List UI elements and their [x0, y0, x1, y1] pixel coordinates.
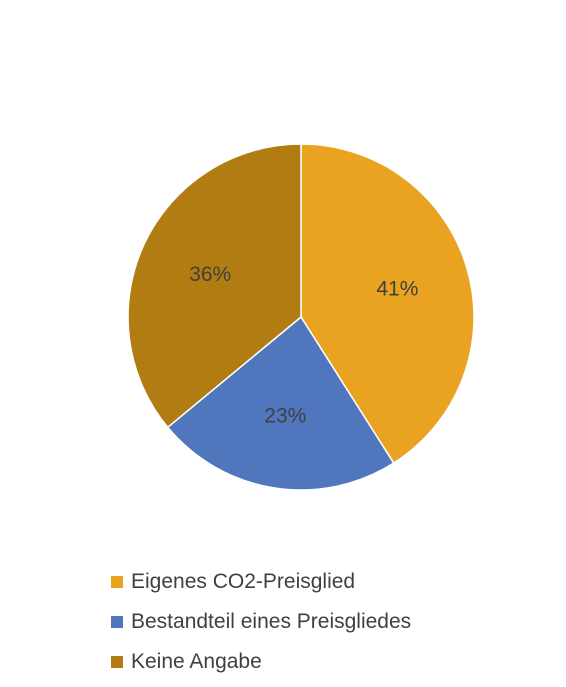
- legend-swatch: [111, 656, 123, 668]
- chart-legend: Eigenes CO2-Preisglied Bestandteil eines …: [111, 562, 411, 682]
- legend-item-keine-angabe: Keine Angabe: [111, 642, 411, 682]
- legend-label: Bestandteil eines Preisgliedes: [131, 610, 412, 633]
- pie-slice-keine-angabe: [127, 143, 302, 429]
- legend-label: Keine Angabe: [131, 650, 262, 673]
- pie-chart: 41% 23% 36%: [127, 143, 475, 491]
- data-label-eigenes-co2-preisglied: 41%: [376, 278, 418, 301]
- legend-label: Eigenes CO2-Preisglied: [131, 570, 356, 593]
- legend-swatch: [111, 576, 123, 588]
- data-label-keine-angabe: 36%: [189, 263, 231, 286]
- legend-swatch: [111, 616, 123, 628]
- legend-item-bestandteil-eines-preisgliedes: Bestandteil eines Preisgliedes: [111, 602, 411, 642]
- legend-item-eigenes-co2-preisglied: Eigenes CO2-Preisglied: [111, 562, 411, 602]
- slice-labels: 41% 23% 36%: [189, 263, 418, 428]
- pie-slice-eigenes-co2-preisglied: [300, 143, 475, 465]
- data-label-bestandteil-eines-preisgliedes: 23%: [264, 405, 306, 428]
- pie-slices: [127, 143, 475, 491]
- pie-slice-bestandteil-eines-preisgliedes: [166, 315, 395, 491]
